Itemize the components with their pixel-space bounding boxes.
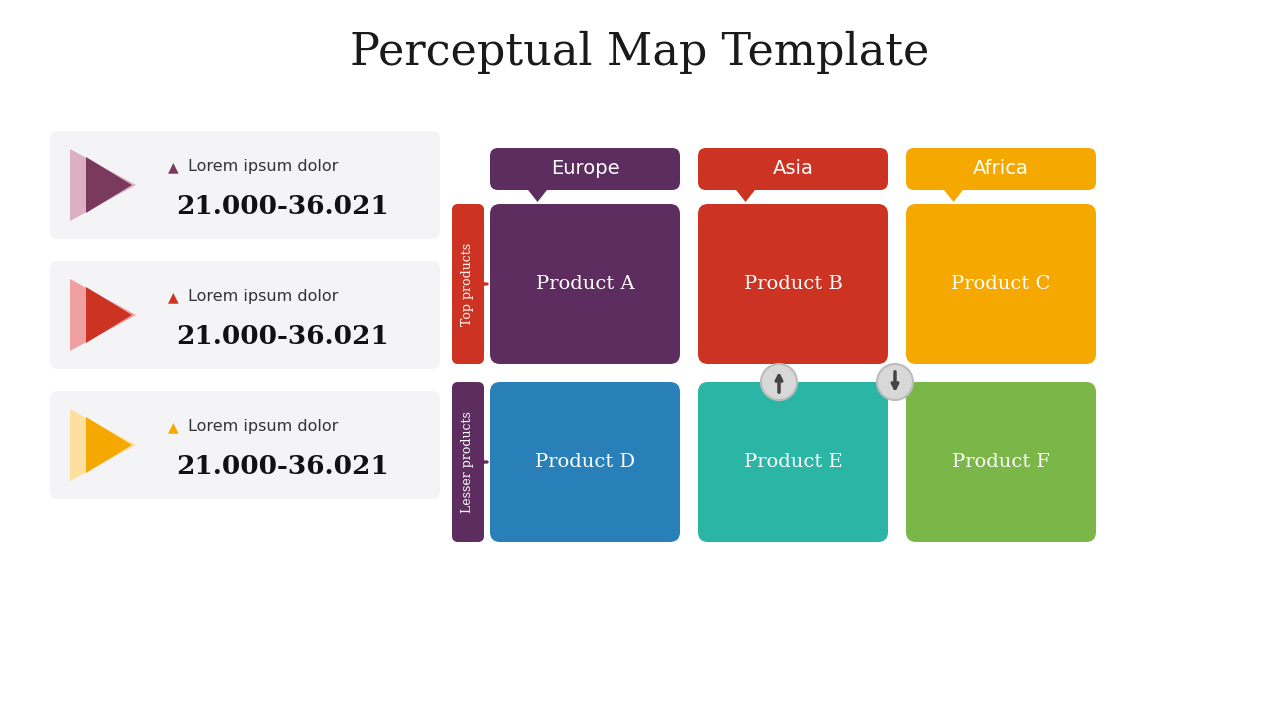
FancyBboxPatch shape xyxy=(490,148,680,190)
FancyBboxPatch shape xyxy=(50,261,440,369)
Text: 21.000-36.021: 21.000-36.021 xyxy=(177,194,389,220)
Text: Product B: Product B xyxy=(744,275,842,293)
Text: 21.000-36.021: 21.000-36.021 xyxy=(177,325,389,349)
Text: 21.000-36.021: 21.000-36.021 xyxy=(177,454,389,480)
Text: Asia: Asia xyxy=(773,160,813,179)
Circle shape xyxy=(762,364,797,400)
Polygon shape xyxy=(70,279,136,351)
Polygon shape xyxy=(942,188,965,202)
FancyBboxPatch shape xyxy=(906,148,1096,190)
Text: Top products: Top products xyxy=(462,243,475,325)
Text: ▲: ▲ xyxy=(168,420,179,434)
Text: Product F: Product F xyxy=(952,453,1050,471)
Polygon shape xyxy=(86,157,132,213)
Text: ▲: ▲ xyxy=(168,160,179,174)
Polygon shape xyxy=(526,188,549,202)
Text: Product A: Product A xyxy=(536,275,635,293)
FancyBboxPatch shape xyxy=(490,382,680,542)
Text: Product C: Product C xyxy=(951,275,1051,293)
FancyBboxPatch shape xyxy=(698,148,888,190)
Text: Lorem ipsum dolor: Lorem ipsum dolor xyxy=(188,420,338,434)
FancyBboxPatch shape xyxy=(452,382,484,542)
Polygon shape xyxy=(735,188,756,202)
Text: Product D: Product D xyxy=(535,453,635,471)
Text: Lesser products: Lesser products xyxy=(462,411,475,513)
FancyBboxPatch shape xyxy=(490,204,680,364)
FancyBboxPatch shape xyxy=(452,204,484,364)
Polygon shape xyxy=(86,287,132,343)
Polygon shape xyxy=(70,149,136,221)
FancyBboxPatch shape xyxy=(906,204,1096,364)
Text: Europe: Europe xyxy=(550,160,620,179)
FancyBboxPatch shape xyxy=(50,391,440,499)
FancyBboxPatch shape xyxy=(50,131,440,239)
Text: Africa: Africa xyxy=(973,160,1029,179)
Text: Lorem ipsum dolor: Lorem ipsum dolor xyxy=(188,289,338,305)
FancyBboxPatch shape xyxy=(906,382,1096,542)
FancyBboxPatch shape xyxy=(698,204,888,364)
Text: Product E: Product E xyxy=(744,453,842,471)
Text: Lorem ipsum dolor: Lorem ipsum dolor xyxy=(188,160,338,174)
Polygon shape xyxy=(86,417,132,473)
Text: Perceptual Map Template: Perceptual Map Template xyxy=(351,30,929,73)
FancyBboxPatch shape xyxy=(698,382,888,542)
Circle shape xyxy=(877,364,913,400)
Polygon shape xyxy=(70,409,136,481)
Text: ▲: ▲ xyxy=(168,290,179,304)
